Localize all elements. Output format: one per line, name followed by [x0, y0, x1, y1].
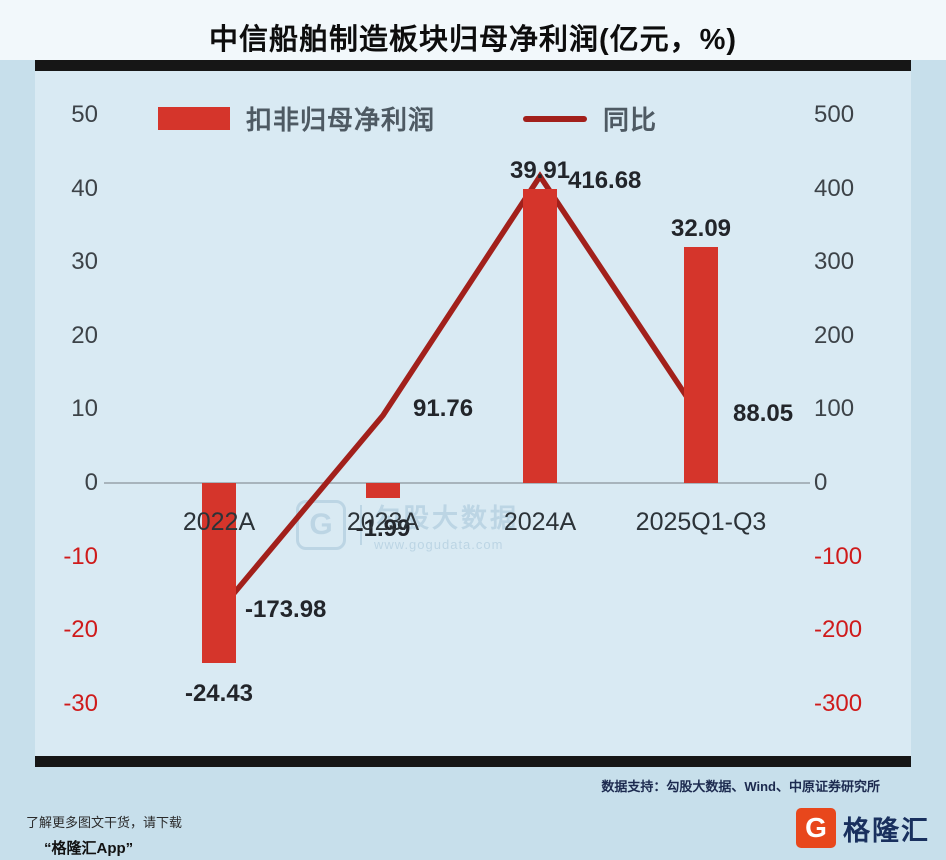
right-axis-tick: 0 [814, 469, 828, 496]
category-label: 2023A [346, 508, 420, 536]
watermark-logo-icon: G [296, 500, 346, 550]
right-axis-tick: -200 [814, 616, 863, 644]
line-value-label: 91.76 [413, 395, 474, 423]
bar-value-label: 39.91 [509, 157, 571, 185]
left-axis-tick: 10 [71, 395, 98, 423]
watermark-brand: 勾股大数据 [374, 503, 520, 533]
chart-legend: 扣非归母净利润 同比 [158, 100, 657, 137]
left-axis-tick: -30 [63, 689, 98, 717]
right-axis-tick: -300 [814, 689, 863, 717]
trend-line [216, 171, 704, 613]
line-value-label: -173.98 [245, 596, 327, 624]
left-axis-tick: 40 [71, 174, 98, 202]
top-divider-bar [35, 60, 911, 71]
watermark: G 勾股大数据 www.gogudata.com [296, 498, 519, 552]
right-axis-tick: 200 [814, 321, 855, 349]
left-axis-tick: 50 [71, 100, 98, 128]
bar [684, 246, 718, 483]
category-label: 2024A [503, 508, 577, 536]
promo-line-2: “格隆汇App” [44, 840, 134, 857]
chart-title: 中信船舶制造板块归母净利润(亿元，%) [208, 24, 738, 56]
bar [523, 189, 557, 483]
line-value-label: 88.05 [733, 400, 794, 428]
line-series-legend-label: 同比 [603, 105, 658, 135]
left-axis-tick: 30 [71, 248, 98, 276]
watermark-text: 勾股大数据 www.gogudata.com [374, 498, 519, 552]
bottom-divider-bar [35, 756, 911, 767]
plot-background [35, 71, 911, 756]
right-axis-tick: 100 [814, 395, 855, 423]
category-label: 2025Q1-Q3 [635, 508, 767, 536]
watermark-url: www.gogudata.com [374, 537, 504, 552]
bar-series-swatch [158, 107, 230, 130]
bar-series-legend-label: 扣非归母净利润 [246, 105, 436, 135]
bar [202, 483, 236, 663]
bar [366, 483, 400, 498]
zero-axis-line [104, 482, 810, 484]
left-axis-tick: 20 [71, 321, 98, 349]
promo-text: 了解更多图文干货，请下载 “格隆汇App” [26, 812, 182, 858]
gelonghui-logo-text: 格隆汇 [843, 815, 930, 846]
gelonghui-logo: G 格隆汇 [796, 808, 930, 848]
line-series-swatch [523, 115, 588, 122]
bar-value-label: -24.43 [184, 679, 254, 707]
watermark-divider [360, 505, 362, 545]
bar-value-label: -1.99 [355, 514, 411, 542]
left-axis-tick: 0 [84, 469, 98, 496]
left-axis-tick: -10 [63, 542, 98, 570]
right-axis-tick: 500 [814, 100, 855, 128]
bar-value-label: 32.09 [670, 214, 732, 242]
gelonghui-logo-icon: G [796, 808, 836, 848]
title-band [0, 0, 946, 60]
data-source-note: 数据支持：勾股大数据、Wind、中原证券研究所 [601, 779, 880, 794]
category-label: 2022A [182, 508, 256, 536]
right-axis-tick: -100 [814, 542, 863, 570]
right-axis-tick: 400 [814, 174, 855, 202]
right-axis-tick: 300 [814, 248, 855, 276]
left-axis-tick: -20 [63, 616, 98, 644]
line-value-label: 416.68 [568, 167, 642, 195]
promo-line-1: 了解更多图文干货，请下载 [26, 815, 183, 830]
